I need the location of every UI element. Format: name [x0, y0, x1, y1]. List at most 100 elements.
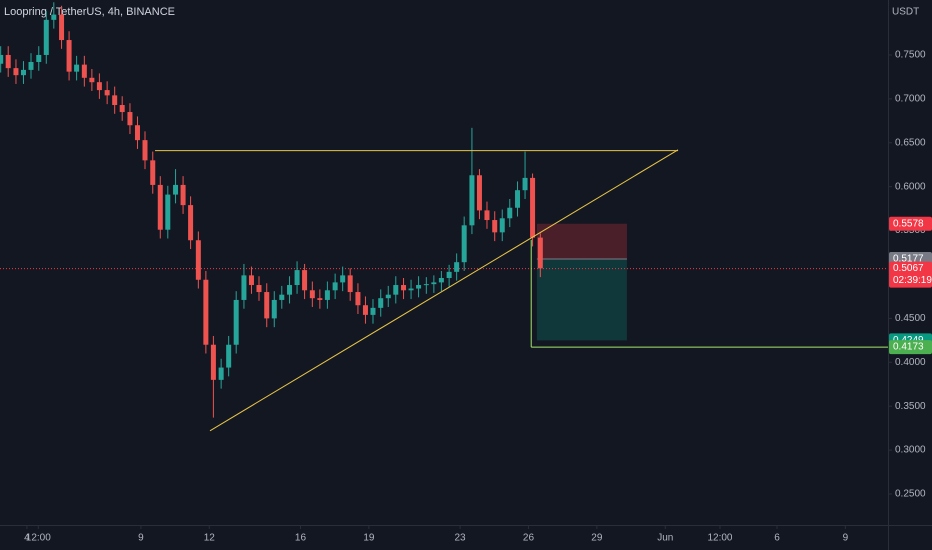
candle-body [233, 299, 239, 345]
candle-body [195, 240, 201, 280]
candle-body [180, 184, 186, 206]
candle-body [522, 177, 528, 191]
candle-body [210, 344, 216, 380]
candle-body [127, 112, 133, 126]
candle-body [431, 282, 437, 285]
candle-body [378, 298, 384, 308]
candle-body [248, 275, 254, 286]
candle-body [401, 285, 407, 291]
candle-body [256, 285, 262, 293]
price-badge-label: 0.5177 [893, 254, 924, 265]
candle-body [59, 14, 65, 41]
y-tick-label: 0.7500 [895, 50, 926, 61]
x-tick-label: 12:00 [26, 533, 51, 544]
x-tick-label: 23 [455, 533, 467, 544]
price-badge [889, 261, 932, 288]
candle-body [324, 290, 330, 300]
price-badge [889, 216, 932, 231]
candle-body [492, 220, 498, 233]
candle-body [51, 14, 57, 20]
candle-body [332, 282, 338, 291]
candle-body [302, 270, 308, 291]
stop-zone [536, 223, 627, 259]
x-tick-label: 6 [774, 533, 780, 544]
candle-body [530, 177, 536, 238]
candle-body [446, 271, 452, 278]
candle-body [81, 64, 87, 78]
y-tick-label: 0.2500 [895, 489, 926, 500]
x-tick-label: Jun [657, 533, 673, 544]
candle-body [66, 40, 72, 72]
x-tick-label: 4 [24, 533, 30, 544]
target-zone [536, 258, 627, 341]
y-tick-label: 0.4500 [895, 313, 926, 324]
y-axis-label: USDT [892, 7, 919, 18]
candle-body [119, 105, 125, 113]
x-tick-label: 26 [523, 533, 535, 544]
candle-body [340, 275, 346, 283]
candle-body [43, 19, 49, 55]
trend-line [209, 149, 679, 432]
candle-body [226, 344, 232, 368]
x-tick-label: 16 [295, 533, 307, 544]
candle-body [454, 262, 460, 272]
candle-body [416, 285, 422, 289]
y-tick-label: 0.3000 [895, 445, 926, 456]
candle-body [241, 275, 247, 300]
price-badge-label: 0.4173 [893, 342, 924, 353]
candle-body [294, 270, 300, 286]
candle-body [393, 285, 399, 295]
candle-body [484, 210, 490, 221]
price-badge-label: 0.5578 [893, 218, 924, 229]
candle-body [5, 54, 11, 69]
candle-body [104, 90, 110, 96]
candle-body [96, 82, 102, 91]
candle-body [218, 367, 224, 380]
x-tick-label: 12 [204, 533, 216, 544]
candle-body [112, 95, 118, 106]
candle-body [476, 175, 482, 211]
candle-body [157, 184, 163, 230]
candle-body [28, 61, 34, 70]
candle-body [438, 277, 444, 283]
y-tick-label: 0.3500 [895, 401, 926, 412]
candle-body [0, 54, 4, 64]
candle-body [203, 279, 209, 345]
candle-body [165, 194, 171, 230]
candle-body [13, 68, 19, 76]
candle-body [188, 205, 194, 241]
candle-body [347, 275, 353, 293]
candle-body [287, 285, 293, 295]
candle-body [507, 207, 513, 219]
x-tick-label: 12:00 [707, 533, 732, 544]
chart-title: Loopring / TetherUS, 4h, BINANCE [4, 6, 175, 18]
candle-body [309, 290, 315, 299]
candle-body [408, 288, 414, 291]
candle-body [173, 184, 179, 195]
candle-body [134, 125, 140, 141]
x-tick-label: 9 [138, 533, 144, 544]
candle-body [423, 284, 429, 286]
x-tick-label: 29 [591, 533, 603, 544]
candle-body [362, 305, 368, 315]
candle-body [89, 77, 95, 83]
candle-body [499, 218, 505, 233]
candle-body [537, 237, 543, 269]
y-tick-label: 0.6000 [895, 181, 926, 192]
y-tick-label: 0.6500 [895, 137, 926, 148]
candle-body [74, 64, 80, 72]
candle-body [150, 160, 156, 185]
candle-body [36, 54, 42, 62]
candle-body [264, 292, 270, 319]
y-tick-label: 0.7000 [895, 94, 926, 105]
candle-body [20, 69, 26, 76]
candle-body [385, 294, 391, 299]
countdown: 02:39:19 [893, 275, 932, 286]
candle-body [461, 225, 467, 263]
price-badge [889, 340, 932, 355]
candle-body [279, 294, 285, 300]
candle-body [469, 175, 475, 226]
candle-body [317, 298, 323, 300]
